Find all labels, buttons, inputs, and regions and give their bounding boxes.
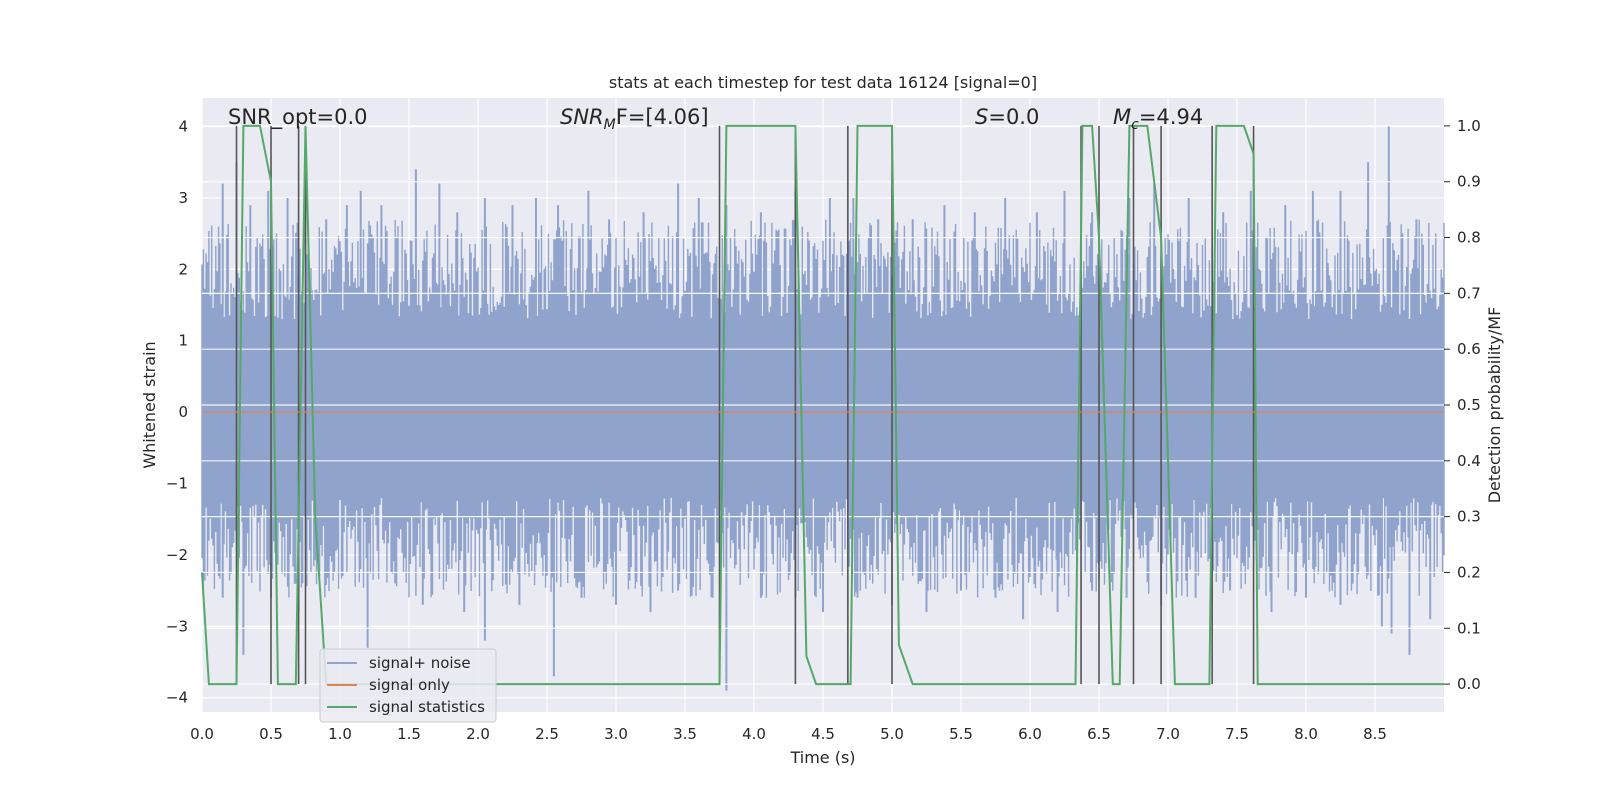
- x-tick-label: 1.5: [397, 725, 421, 743]
- legend-label-signal: signal only: [369, 676, 450, 694]
- y-right-tick-label: 0.9: [1457, 173, 1481, 191]
- x-tick-label: 3.5: [673, 725, 697, 743]
- y-tick-label: 2: [178, 260, 188, 278]
- x-ticks: 0.0 0.5 1.0 1.5 2.0 2.5 3.0 3.5 4.0 4.5 5.0 5.5 6.0 6…: [190, 725, 1387, 743]
- mc-sub: c: [1131, 117, 1139, 133]
- x-tick-label: 6.5: [1087, 725, 1111, 743]
- vertical-markers: [235, 125, 1255, 685]
- snr-mf-sub: M: [604, 117, 616, 133]
- x-tick-label: 0.5: [259, 725, 283, 743]
- mc-value: =4.94: [1139, 105, 1203, 129]
- annotation-mc: Mc=4.94: [1113, 105, 1203, 133]
- y-right-tick-label: 0.7: [1457, 284, 1481, 302]
- legend-label-stats: signal statistics: [369, 698, 485, 716]
- x-tick-label: 8.0: [1294, 725, 1318, 743]
- y-tick-label: 4: [178, 118, 188, 136]
- x-tick-label: 0.0: [190, 725, 214, 743]
- y-tick-label: −4: [166, 689, 188, 707]
- mc-label: M: [1113, 105, 1131, 129]
- y-tick-label: 3: [178, 189, 188, 207]
- x-tick-label: 8.5: [1363, 725, 1387, 743]
- y-axis-label-right: Detection probability/MF: [1485, 307, 1504, 504]
- y-right-tick-label: 0.2: [1457, 563, 1481, 581]
- chart-title: stats at each timestep for test data 161…: [609, 73, 1037, 92]
- legend-box: [319, 648, 497, 723]
- snr-mf-rest: F=[4.06]: [616, 105, 709, 129]
- y-right-tick-label: 1.0: [1457, 117, 1481, 135]
- legend-label-noise: signal+ noise: [369, 654, 471, 672]
- y-tick-label: −2: [166, 546, 188, 564]
- y-ticks: −4 −3 −2 −1 0 1 2 3 4: [166, 118, 188, 707]
- y-right-tick-label: 0.0: [1457, 675, 1481, 693]
- y-right-tick-label: 0.5: [1457, 396, 1481, 414]
- x-tick-label: 7.0: [1156, 725, 1180, 743]
- x-axis-label: Time (s): [789, 748, 855, 767]
- y-right-tick-label: 0.8: [1457, 229, 1481, 247]
- y-right-tick-label: 0.1: [1457, 619, 1481, 637]
- x-tick-label: 5.0: [880, 725, 904, 743]
- annotation-snr-mf: SNRMF=[4.06]: [560, 105, 709, 133]
- statistics-series: [201, 124, 1444, 686]
- y-axis-label: Whitened strain: [140, 341, 159, 468]
- annotation-snr-opt: SNR_opt=0.0: [228, 105, 368, 130]
- y-tick-label: −3: [166, 617, 188, 635]
- y-tick-label: 0: [178, 403, 188, 421]
- x-tick-label: 2.0: [466, 725, 490, 743]
- y-right-tick-label: 0.6: [1457, 340, 1481, 358]
- x-tick-label: 2.5: [535, 725, 559, 743]
- s-value: =0.0: [988, 105, 1039, 129]
- x-tick-label: 4.5: [811, 725, 835, 743]
- legend: signal+ noise signal only signal statist…: [319, 648, 497, 723]
- x-tick-label: 5.5: [949, 725, 973, 743]
- snr-mf-label: SNR: [560, 105, 604, 129]
- x-tick-label: 3.0: [604, 725, 628, 743]
- y-right-tick-label: 0.3: [1457, 508, 1481, 526]
- y-tick-label: −1: [166, 475, 188, 493]
- x-tick-label: 4.0: [742, 725, 766, 743]
- y-tick-label: 1: [178, 332, 188, 350]
- s-label: S: [975, 105, 988, 129]
- annotation-s: S=0.0: [975, 105, 1039, 129]
- x-tick-label: 7.5: [1225, 725, 1249, 743]
- x-tick-label: 6.0: [1018, 725, 1042, 743]
- y-right-tick-label: 0.4: [1457, 452, 1481, 470]
- y-ticks-right: 0.0 0.1 0.2 0.3 0.4 0.5 0.6 0.7 0.8 0.9 1.0: [1444, 117, 1481, 693]
- x-tick-label: 1.0: [328, 725, 352, 743]
- statistics-line: [201, 124, 1444, 686]
